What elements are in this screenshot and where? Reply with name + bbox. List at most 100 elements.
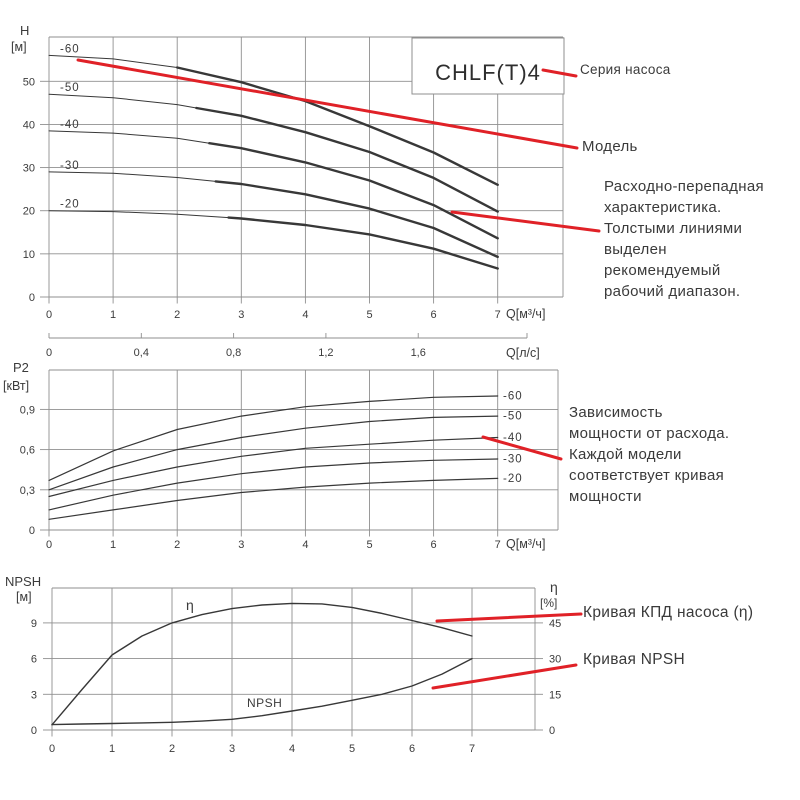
tick-label: 45 <box>549 618 561 630</box>
callout-series-label: Серия насоса <box>580 62 671 77</box>
tick-label: 0 <box>549 725 555 737</box>
pointer-line-power-note <box>481 435 563 461</box>
pointer-line-series <box>541 68 578 78</box>
callout-efficiency-label: Кривая КПД насоса (η) <box>583 604 754 621</box>
head-curve-thick--30 <box>214 180 499 259</box>
power-curve--30 <box>48 458 499 511</box>
head-curve-thin--20 <box>48 210 229 219</box>
tick-label: -40 <box>503 432 523 444</box>
tick-label: 3 <box>238 539 244 551</box>
tick-label: -40 <box>60 119 80 131</box>
tick-label: 0,3 <box>20 485 35 497</box>
tick-label: 15 <box>549 689 561 701</box>
h-axis-unit: [м] <box>11 40 27 54</box>
p2-axis-unit: [кВт] <box>3 379 29 393</box>
pointer-line-flow-note <box>450 210 601 233</box>
head-curve-thin--40 <box>48 130 210 144</box>
h-axis-title: H <box>20 23 29 38</box>
tick-label: η <box>186 597 194 613</box>
q-axis-title-top: Q[м³/ч] <box>506 307 545 321</box>
p2-axis-title: P2 <box>13 360 29 375</box>
tick-label: 2 <box>174 539 180 551</box>
tick-label: 7 <box>495 539 501 551</box>
tick-label: -50 <box>503 411 523 423</box>
power-curve--40 <box>48 436 499 498</box>
tick-label: 7 <box>469 743 475 755</box>
tick-label: 0,8 <box>226 347 241 359</box>
callout-npsh-label: Кривая NPSH <box>583 651 686 668</box>
tick-label: 0 <box>29 525 35 537</box>
tick-label: 20 <box>23 206 35 218</box>
tick-label: -30 <box>503 453 523 465</box>
tick-label: 40 <box>23 119 35 131</box>
tick-label: 5 <box>366 309 372 321</box>
tick-label: 4 <box>302 309 308 321</box>
tick-label: 2 <box>174 309 180 321</box>
tick-label: 3 <box>238 309 244 321</box>
tick-label: -20 <box>503 473 523 485</box>
tick-label: 3 <box>229 743 235 755</box>
tick-label: 30 <box>23 163 35 175</box>
curve-eta <box>51 602 473 726</box>
tick-label: 0 <box>46 309 52 321</box>
pointer-line-model <box>76 58 579 150</box>
tick-label: 6 <box>409 743 415 755</box>
pointer-line-efficiency <box>435 612 583 623</box>
series-box: CHLF(T)4 <box>411 37 565 95</box>
tick-label: 7 <box>495 309 501 321</box>
tick-label: 30 <box>549 654 561 666</box>
power-curve--50 <box>48 415 499 491</box>
eta-axis-unit: [%] <box>540 596 557 610</box>
callout-flow-note: Расходно-перепадная характеристика. Толс… <box>604 178 764 300</box>
tick-label: 5 <box>349 743 355 755</box>
tick-label: 0 <box>46 347 52 359</box>
head-curve-thick--20 <box>227 216 499 270</box>
npsh-axis-unit: [м] <box>16 590 32 604</box>
tick-label: 10 <box>23 249 35 261</box>
head-curve-thin--60 <box>48 54 178 68</box>
tick-label: 9 <box>31 618 37 630</box>
tick-label: 4 <box>289 743 295 755</box>
head-curve-thick--40 <box>208 141 499 240</box>
tick-label: 1 <box>110 309 116 321</box>
tick-label: 1,6 <box>411 347 426 359</box>
power-curve--20 <box>48 477 499 520</box>
tick-label: 6 <box>431 309 437 321</box>
power-curve--60 <box>48 395 499 481</box>
tick-label: 1 <box>109 743 115 755</box>
tick-label: 1,2 <box>318 347 333 359</box>
eta-axis-title: η <box>550 579 558 595</box>
tick-label: 3 <box>31 689 37 701</box>
tick-label: -60 <box>503 391 523 403</box>
tick-label: 50 <box>23 76 35 88</box>
callout-power-note: Зависимость мощности от расхода. Каждой … <box>569 404 730 505</box>
curve-npsh <box>51 657 473 726</box>
pointer-lines <box>76 58 601 690</box>
tick-label: 6 <box>31 654 37 666</box>
tick-label: 0,6 <box>20 445 35 457</box>
tick-label: 6 <box>431 539 437 551</box>
q-ls-axis-title: Q[л/с] <box>506 346 540 360</box>
tick-label: 0,9 <box>20 404 35 416</box>
tick-label: 1 <box>110 539 116 551</box>
head-curve-thin--50 <box>48 93 197 109</box>
tick-label: 4 <box>302 539 308 551</box>
tick-label: 2 <box>169 743 175 755</box>
tick-label: -30 <box>60 160 80 172</box>
tick-label: 5 <box>366 539 372 551</box>
tick-label: 0 <box>49 743 55 755</box>
tick-label: 0 <box>46 539 52 551</box>
callout-model-label: Модель <box>582 138 638 155</box>
tick-label: -20 <box>60 199 80 211</box>
head-curve-thin--30 <box>48 171 217 182</box>
series-box-label: CHLF(T)4 <box>435 60 541 85</box>
tick-label: NPSH <box>247 696 282 710</box>
head-curve-thick--50 <box>195 106 499 213</box>
tick-label: 0,4 <box>134 347 149 359</box>
tick-label: -50 <box>60 82 80 94</box>
tick-label: -60 <box>60 43 80 55</box>
series-box-frame <box>411 37 565 95</box>
pointer-line-npsh <box>431 663 578 690</box>
